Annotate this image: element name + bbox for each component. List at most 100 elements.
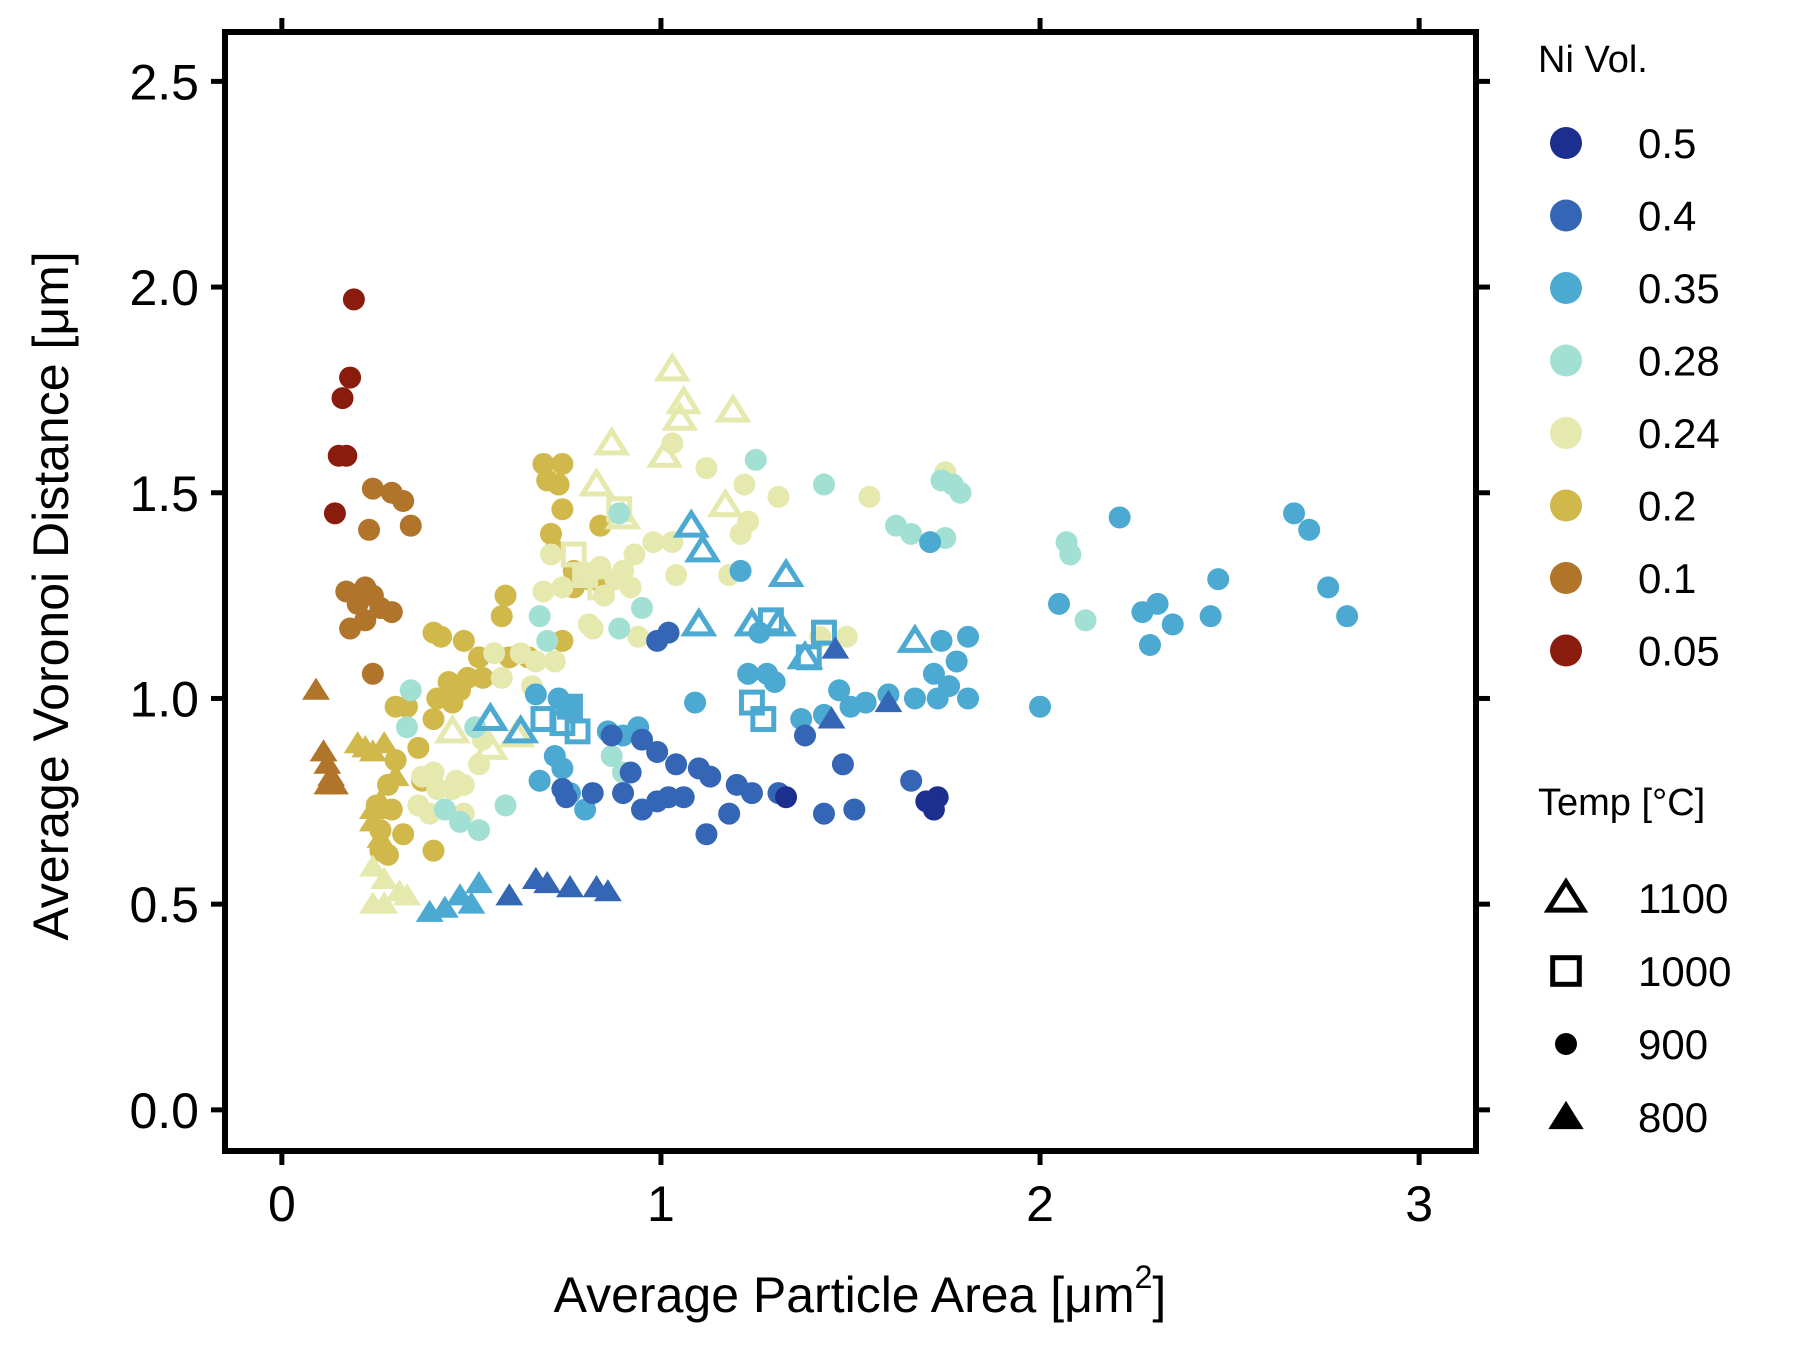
data-point [653,351,691,382]
data-point [536,629,559,652]
data-point [608,617,631,640]
data-point [900,769,923,792]
legend-label: 0.5 [1638,120,1696,167]
data-point [817,706,846,729]
data-point [457,891,486,914]
data-point [502,714,540,744]
data-point [600,724,623,747]
data-point [494,584,517,607]
data-point [812,473,835,496]
data-point [490,666,513,689]
legend-label: 0.05 [1638,628,1720,675]
data-point [725,773,748,796]
y-tick-label: 0.5 [129,877,199,933]
data-point [323,502,346,525]
legend-label: 0.4 [1638,193,1696,240]
data-point [661,432,684,455]
data-point [358,518,381,541]
data-point [949,481,972,504]
data-point [452,629,475,652]
color-legend-title: Ni Vol. [1538,39,1648,81]
data-point [302,677,330,700]
legend-label: 0.1 [1638,555,1696,602]
data-point [589,514,612,537]
data-point [706,487,744,518]
data-marks [302,288,1359,922]
data-point [831,753,854,776]
data-point [839,695,862,718]
data-point [467,819,490,842]
data-point [760,607,797,637]
legend-label: 0.28 [1638,338,1720,385]
data-point [631,728,653,751]
data-point [399,679,422,702]
x-tick-label: 0 [268,1176,296,1232]
data-point [449,810,472,833]
data-point [657,786,680,809]
data-point [665,753,688,776]
x-tick-label: 1 [647,1176,675,1232]
data-point [757,607,784,634]
data-point [794,724,817,747]
data-point [380,601,403,624]
data-point [366,825,395,848]
data-point [321,772,349,795]
data-point [1029,695,1052,718]
data-point [729,522,752,545]
data-point [452,773,475,796]
data-point [490,605,513,628]
data-point [434,714,471,744]
data-point [1199,605,1222,628]
data-point [547,473,570,496]
data-point [665,564,688,587]
legend-key-shape [1555,1033,1577,1055]
data-point [945,650,968,673]
data-point [339,366,362,389]
data-point [335,444,358,467]
data-point [532,452,555,475]
data-point [407,736,430,759]
data-point [718,802,741,825]
data-point [556,875,584,898]
data-point [619,761,642,784]
data-point [593,584,616,607]
data-point [358,809,387,832]
data-point [1283,502,1306,525]
data-point [342,288,365,311]
data-point [392,823,415,846]
data-point [763,671,786,694]
data-point [433,798,456,821]
y-tick-label: 0.0 [129,1083,199,1139]
data-point [957,625,980,648]
data-point [494,794,517,817]
legend-key-color [1550,562,1582,594]
data-point [593,426,631,456]
data-point [358,854,387,877]
y-tick-label: 2.0 [129,260,199,316]
data-point [370,866,399,889]
data-point [593,879,622,902]
data-point [612,782,635,805]
data-point [919,531,942,554]
data-point [1108,506,1131,529]
data-point [767,557,805,588]
legend-key-color [1550,417,1582,449]
legend-label: 800 [1638,1094,1708,1141]
legend-key-shape [1550,955,1582,987]
data-point [377,843,400,866]
data-point [631,596,653,619]
data-point [564,718,591,745]
data-point [422,839,445,862]
data-point [339,617,362,640]
data-point [729,559,752,582]
legend-key-color [1550,634,1582,667]
data-point [392,489,415,512]
legend-label: 1000 [1638,948,1731,995]
data-point [619,576,642,599]
data-point [551,757,574,780]
data-point [589,555,612,578]
data-point [600,745,623,768]
data-point [687,757,710,780]
data-point [922,662,945,685]
data-point [811,619,837,646]
